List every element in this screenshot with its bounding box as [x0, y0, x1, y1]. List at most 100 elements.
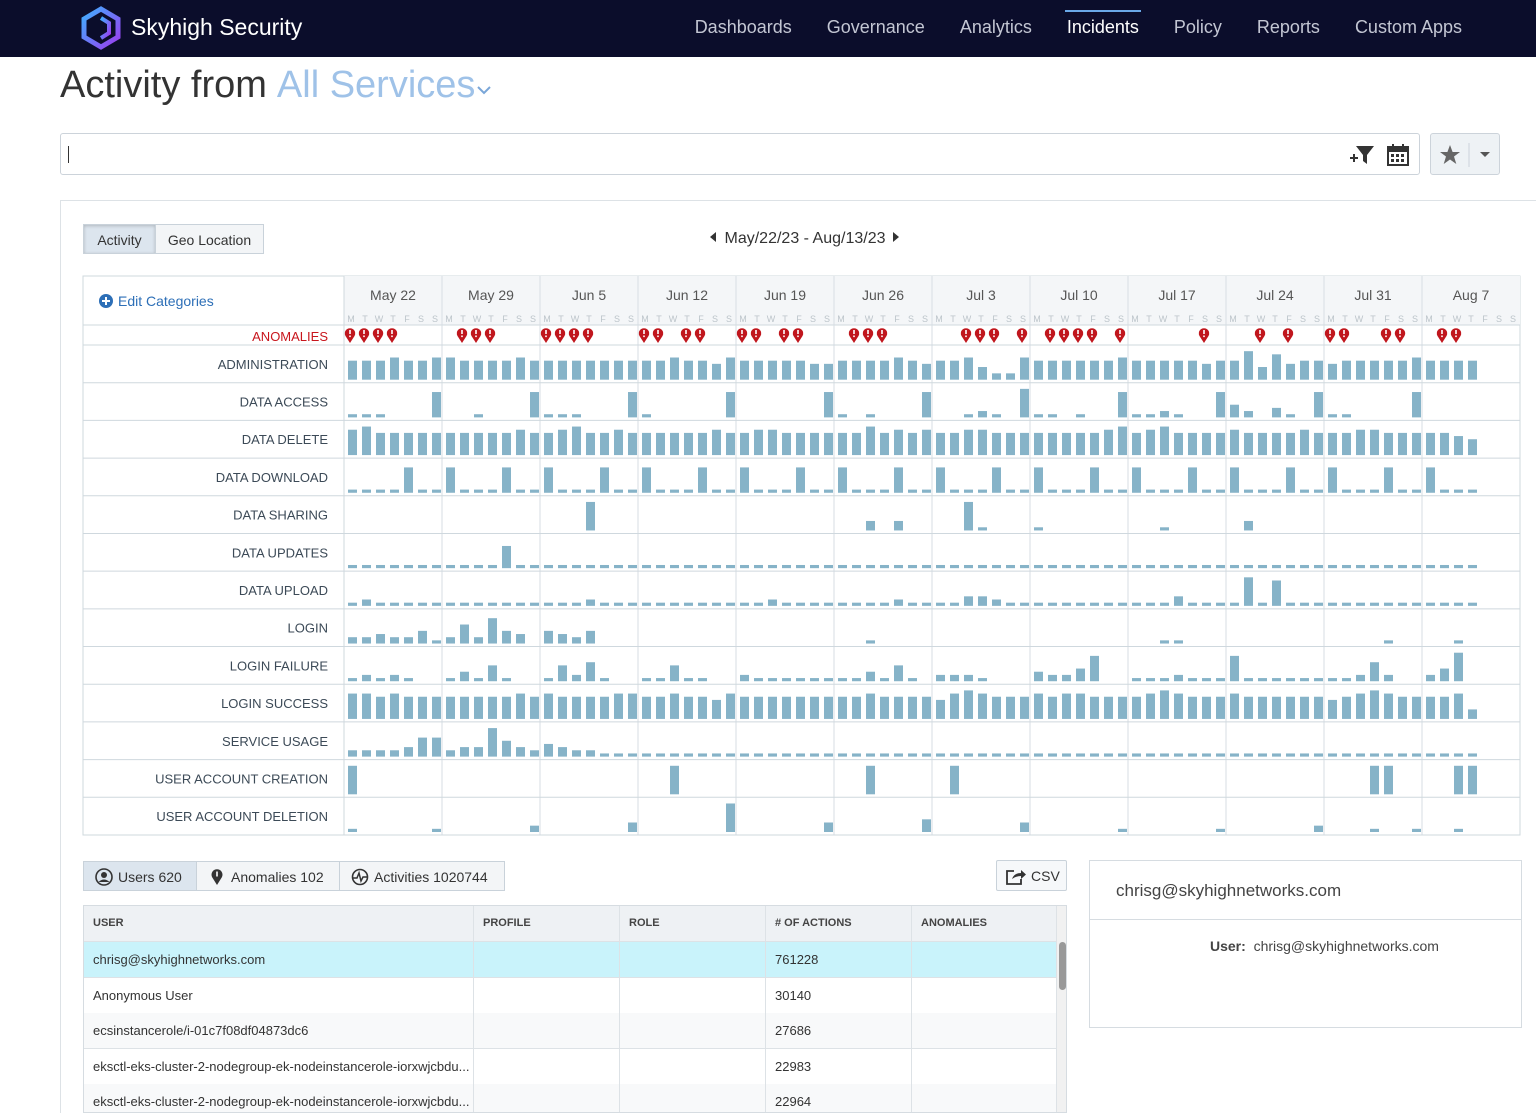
- next-arrow[interactable]: [890, 231, 902, 243]
- activity-bar: [1230, 753, 1239, 757]
- table-row[interactable]: chrisg@skyhighnetworks.com 761228: [84, 942, 1057, 978]
- activity-bar: [1454, 753, 1463, 757]
- activity-bar: [1020, 489, 1029, 493]
- activity-bar: [1020, 357, 1029, 380]
- pin-mark: [1119, 330, 1121, 334]
- day-letter: W: [1453, 314, 1462, 324]
- table-row[interactable]: eksctl-eks-cluster-2-nodegroup-ek-nodein…: [84, 1048, 1057, 1085]
- activity-bar: [1426, 360, 1435, 380]
- activity-bar: [418, 489, 427, 493]
- activity-bar: [1188, 696, 1197, 719]
- column-header[interactable]: PROFILE: [474, 906, 620, 941]
- activity-bar: [1370, 489, 1379, 493]
- anomaly-pin: [1324, 328, 1336, 343]
- activity-bar: [1384, 360, 1393, 380]
- anomaly-pin: [1450, 328, 1462, 343]
- nav-item[interactable]: Dashboards: [694, 17, 792, 37]
- activity-bar: [936, 699, 945, 719]
- calendar-icon[interactable]: [1387, 143, 1409, 167]
- table-row[interactable]: eksctl-eks-cluster-2-nodegroup-ek-nodein…: [84, 1084, 1057, 1112]
- day-letter: M: [1425, 314, 1433, 324]
- activity-bar: [726, 489, 735, 493]
- week-label: Jul 31: [1354, 287, 1392, 303]
- activity-bar: [1216, 678, 1225, 682]
- activity-bar: [1090, 360, 1099, 380]
- summary-tab[interactable]: Anomalies 102: [196, 861, 340, 891]
- service-selector[interactable]: All Services: [276, 64, 476, 106]
- activity-bar: [1006, 753, 1015, 757]
- nav-item[interactable]: Policy: [1173, 17, 1222, 37]
- activity-bar: [1174, 414, 1183, 418]
- activity-bar: [446, 696, 455, 719]
- activity-bar: [1216, 489, 1225, 493]
- table-cell: [912, 977, 1057, 1013]
- activity-bar: [1104, 429, 1113, 456]
- activity-bar: [1426, 602, 1435, 606]
- table-row[interactable]: ecsinstancerole/i-01c7f08df04873dc6 27686: [84, 1013, 1057, 1049]
- activity-bar: [824, 753, 833, 757]
- activity-bar: [1356, 564, 1365, 569]
- activity-bar: [1300, 678, 1309, 682]
- tab-label: Activities: [374, 869, 430, 885]
- table-cell: Anonymous User: [84, 977, 474, 1013]
- pin-mark: [1063, 330, 1065, 334]
- activity-bar: [712, 602, 721, 606]
- activity-bar: [670, 357, 679, 380]
- edit-categories[interactable]: Edit Categories: [99, 293, 214, 309]
- column-header[interactable]: ANOMALIES: [912, 906, 1057, 941]
- nav-item[interactable]: Analytics: [959, 17, 1032, 37]
- activity-bar: [698, 602, 707, 606]
- activity-bar: [894, 467, 903, 493]
- favorites-button[interactable]: [1430, 133, 1500, 175]
- scroll-thumb[interactable]: [1059, 942, 1066, 990]
- activity-bar: [1146, 414, 1155, 418]
- anomaly-pin: [1086, 328, 1098, 343]
- activity-bar: [642, 678, 651, 682]
- activity-bar: [852, 489, 861, 493]
- activity-bar: [922, 696, 931, 719]
- column-header[interactable]: USER: [84, 906, 474, 941]
- day-letter: F: [894, 314, 900, 324]
- activity-bar: [614, 753, 623, 757]
- summary-tab[interactable]: Users 620: [83, 861, 197, 891]
- activity-bar: [558, 696, 567, 719]
- nav-item[interactable]: Custom Apps: [1354, 17, 1462, 37]
- activity-bar: [992, 599, 1001, 606]
- summary-tab[interactable]: Activities 1020744: [339, 861, 505, 891]
- activity-bar: [488, 602, 497, 606]
- activity-bar: [1258, 753, 1267, 757]
- column-header[interactable]: # OF ACTIONS: [766, 906, 912, 941]
- column-header[interactable]: ROLE: [620, 906, 766, 941]
- activity-bar: [1188, 753, 1197, 757]
- activity-bar: [810, 602, 819, 606]
- nav-item[interactable]: Incidents: [1064, 0, 1141, 57]
- activity-bar: [1160, 564, 1169, 569]
- activity-bar: [1202, 696, 1211, 719]
- view-tab[interactable]: Geo Location: [155, 224, 264, 254]
- anomaly-pin: [1394, 328, 1406, 343]
- activity-bar: [1398, 753, 1407, 757]
- view-tab[interactable]: Activity: [83, 224, 156, 254]
- brand[interactable]: Skyhigh Security: [131, 14, 303, 40]
- filter-icon[interactable]: [1349, 143, 1375, 167]
- activity-bar: [936, 467, 945, 493]
- anomaly-pin: [792, 328, 804, 343]
- nav-item[interactable]: Reports: [1256, 17, 1320, 37]
- activity-bar: [642, 467, 651, 493]
- activity-bar: [376, 678, 385, 682]
- nav-item[interactable]: Governance: [826, 17, 925, 37]
- activity-bar: [1384, 765, 1393, 795]
- table-row[interactable]: Anonymous User 30140: [84, 977, 1057, 1014]
- table-cell: eksctl-eks-cluster-2-nodegroup-ek-nodein…: [84, 1084, 474, 1112]
- pin-dot: [349, 335, 351, 338]
- activity-bar: [866, 426, 875, 456]
- scrollbar[interactable]: [1057, 906, 1066, 1112]
- search-box[interactable]: [60, 133, 1420, 175]
- activity-bar: [1244, 520, 1253, 531]
- activity-bar: [600, 602, 609, 606]
- day-letter: F: [404, 314, 410, 324]
- divider: [1090, 919, 1521, 920]
- pin-mark: [1203, 330, 1205, 334]
- prev-arrow[interactable]: [708, 231, 720, 243]
- csv-button[interactable]: CSV: [996, 860, 1067, 891]
